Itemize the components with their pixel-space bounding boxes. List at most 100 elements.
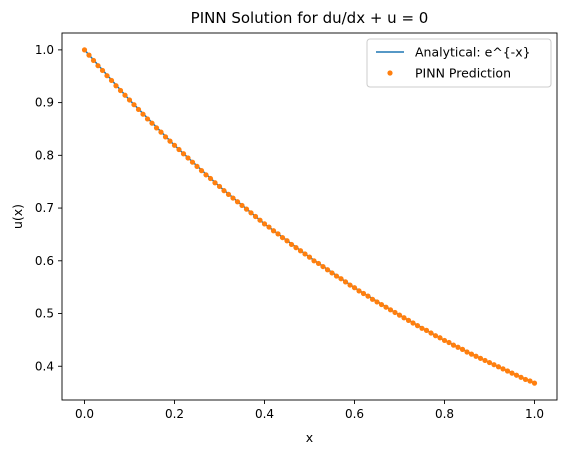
pinn-point xyxy=(333,273,340,279)
pinn-point xyxy=(212,180,218,186)
pinn-point xyxy=(176,146,182,153)
pinn-point xyxy=(504,368,511,374)
pinn-point xyxy=(113,83,119,89)
series-layer xyxy=(81,47,538,386)
pinn-point xyxy=(468,351,475,357)
pinn-point xyxy=(198,168,205,174)
pinn-point xyxy=(90,57,97,64)
y-axis-ticks: 0.4 0.5 0.6 0.7 0.8 0.9 1.0 xyxy=(35,43,62,373)
pinn-point xyxy=(81,47,88,53)
pinn-point xyxy=(378,301,385,308)
pinn-point xyxy=(239,202,245,209)
pinn-point xyxy=(360,290,367,297)
plot-frame xyxy=(61,32,558,401)
x-axis-label: x xyxy=(306,430,313,445)
y-tick-label: 0.6 xyxy=(35,254,54,268)
pinn-point xyxy=(473,353,479,359)
y-tick-label: 1.0 xyxy=(35,43,54,57)
pinn-point xyxy=(527,378,533,384)
pinn-point xyxy=(387,307,394,313)
pinn-point xyxy=(383,304,389,310)
y-axis-label: u(x) xyxy=(10,204,25,229)
pinn-point xyxy=(320,263,326,270)
pinn-point xyxy=(149,120,155,126)
pinn-point xyxy=(221,188,227,194)
pinn-point xyxy=(446,339,452,346)
pinn-point xyxy=(410,320,416,326)
pinn-point xyxy=(248,210,254,216)
pinn-point xyxy=(95,63,101,69)
legend-label-analytical: Analytical: e^{-x} xyxy=(415,45,531,60)
pinn-point xyxy=(252,213,259,220)
pinn-point xyxy=(297,248,304,254)
pinn-point xyxy=(365,293,371,299)
pinn-point xyxy=(167,138,173,144)
pinn-point xyxy=(374,299,380,305)
pinn-point xyxy=(185,155,191,161)
pinn-point xyxy=(131,102,137,108)
pinn-point xyxy=(311,258,317,264)
x-tick-label: 0.6 xyxy=(345,407,364,421)
pinn-point xyxy=(194,163,200,170)
pinn-point xyxy=(500,366,506,372)
x-tick-label: 0.4 xyxy=(255,407,274,421)
pinn-point xyxy=(86,52,92,58)
pinn-point xyxy=(270,228,277,234)
pinn-point xyxy=(369,296,376,302)
pinn-point xyxy=(419,325,425,331)
pinn-point xyxy=(482,357,488,364)
pinn-point xyxy=(257,217,263,223)
pinn-point xyxy=(126,97,133,103)
pinn-point xyxy=(423,327,430,333)
pinn-point xyxy=(306,254,313,260)
pinn-point xyxy=(189,159,196,165)
pinn-point xyxy=(356,288,362,294)
pinn-point xyxy=(180,151,187,157)
pinn-point xyxy=(392,309,398,316)
pinn-point xyxy=(428,330,434,336)
pinn-point xyxy=(437,335,443,341)
pinn-point xyxy=(99,67,106,74)
pinn-point xyxy=(234,199,241,205)
y-tick-label: 0.7 xyxy=(35,201,54,215)
pinn-point xyxy=(230,195,236,201)
chart-title: PINN Solution for du/dx + u = 0 xyxy=(191,9,429,27)
x-tick-label: 0.8 xyxy=(435,407,454,421)
pinn-point xyxy=(459,346,466,352)
x-axis-ticks: 0.0 0.2 0.4 0.6 0.8 1.0 xyxy=(75,400,544,421)
pinn-point xyxy=(104,73,110,79)
pinn-point xyxy=(351,285,358,291)
pinn-point xyxy=(117,87,124,94)
pinn-point xyxy=(401,315,407,321)
pinn-point xyxy=(513,372,520,378)
pinn-point xyxy=(288,241,295,248)
y-tick-label: 0.4 xyxy=(35,359,54,373)
pinn-point xyxy=(135,106,142,113)
pinn-point xyxy=(396,312,403,318)
pinn-point xyxy=(491,362,497,368)
pinn-point xyxy=(225,191,232,197)
legend-marker-swatch xyxy=(387,70,393,76)
pinn-point xyxy=(266,224,272,230)
y-tick-label: 0.9 xyxy=(35,96,54,110)
pinn-point xyxy=(414,323,421,329)
pinn-point xyxy=(279,234,286,241)
pinn-point xyxy=(203,172,209,178)
y-tick-label: 0.5 xyxy=(35,307,54,321)
pinn-point xyxy=(464,349,470,355)
y-tick-label: 0.8 xyxy=(35,148,54,162)
pinn-point xyxy=(486,359,493,366)
pinn-point xyxy=(324,267,331,273)
pinn-point xyxy=(284,238,290,244)
pinn-point xyxy=(329,270,335,276)
pinn-point xyxy=(432,333,439,339)
legend: Analytical: e^{-x} PINN Prediction xyxy=(366,38,552,88)
pinn-point xyxy=(122,92,128,98)
pinn-point xyxy=(293,245,299,251)
pinn-point xyxy=(405,317,412,323)
pinn-point xyxy=(216,183,223,190)
series-line-analytical xyxy=(83,49,535,384)
pinn-point xyxy=(495,364,502,370)
pinn-point xyxy=(171,142,178,148)
pinn-point xyxy=(302,251,308,257)
